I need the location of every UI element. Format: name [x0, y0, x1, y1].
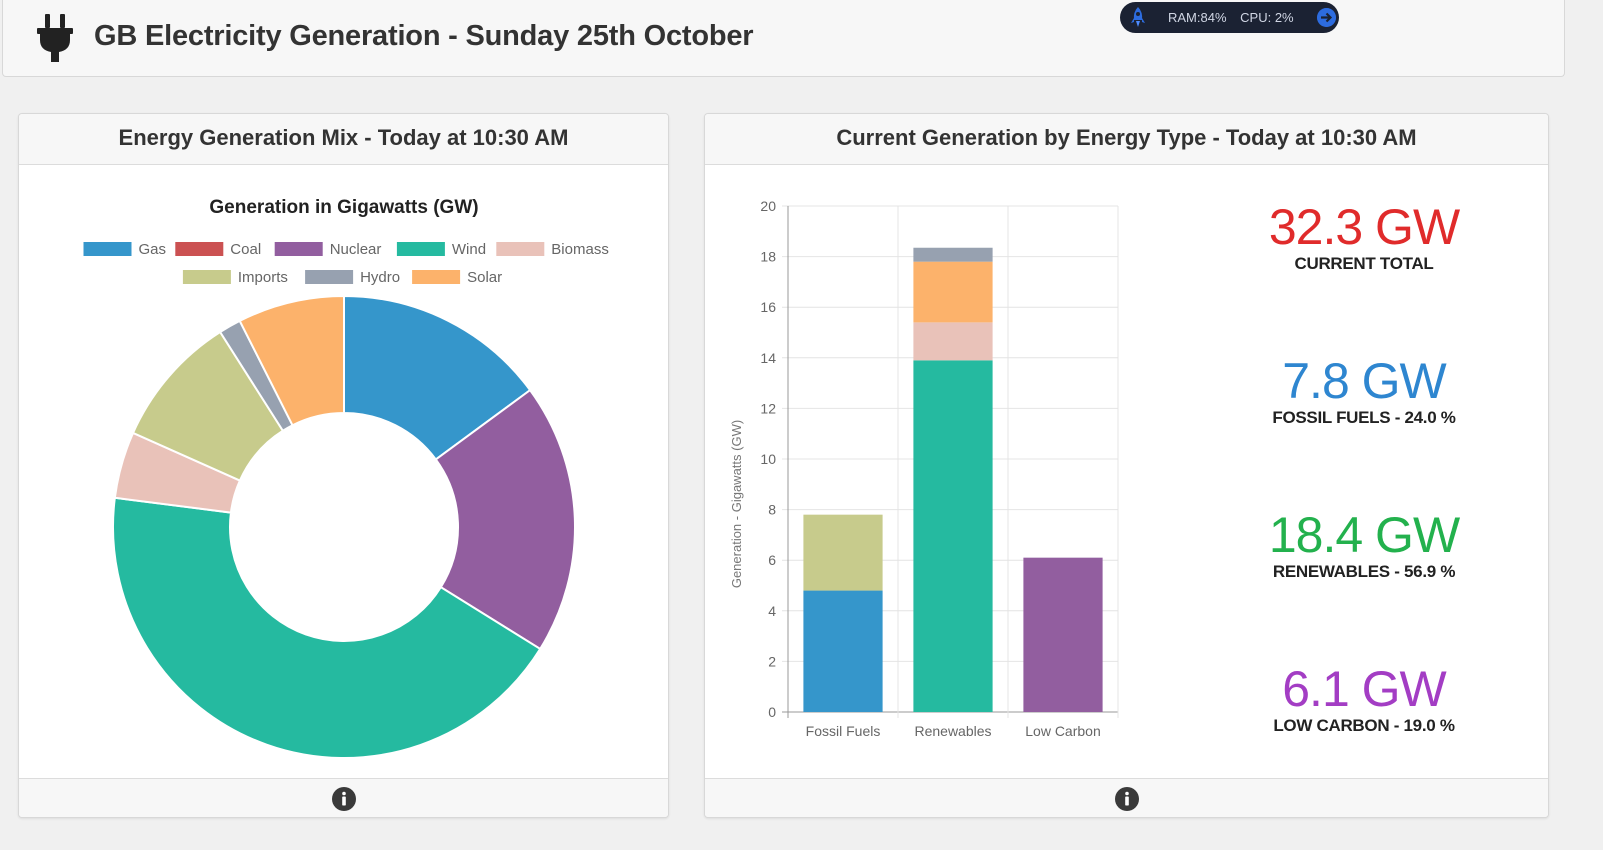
legend-swatch — [274, 242, 323, 256]
bar-segment-wind[interactable] — [913, 360, 993, 712]
legend-swatch — [182, 270, 231, 284]
legend-item-biomass[interactable]: Biomass — [496, 241, 609, 258]
y-tick-label: 14 — [760, 350, 776, 366]
legend-swatch — [496, 242, 545, 256]
donut-slice-nuclear[interactable] — [434, 388, 576, 651]
legend-label: Coal — [230, 241, 261, 258]
info-icon[interactable] — [1114, 787, 1139, 811]
plug-icon — [37, 14, 73, 62]
y-axis-title: Generation - Gigawatts (GW) — [729, 420, 744, 588]
bar-segment-solar[interactable] — [913, 261, 993, 323]
donut-slice-solar[interactable] — [238, 294, 345, 427]
stat-label: RENEWABLES - 56.9 % — [1272, 562, 1456, 581]
legend-item-gas[interactable]: Gas — [83, 241, 167, 258]
panel-title-type: Current Generation by Energy Type - Toda… — [705, 114, 1548, 165]
generation-mix-chart: Generation in Gigawatts (GW) Gas Coal Nucl… — [83, 197, 609, 759]
legend-item-hydro[interactable]: Hydro — [305, 269, 400, 286]
y-tick-label: 10 — [760, 451, 776, 467]
y-tick-label: 16 — [760, 299, 776, 315]
cpu-usage: CPU: 2% — [1240, 10, 1294, 25]
generation-mix-panel: Energy Generation Mix - Today at 10:30 A… — [18, 113, 669, 818]
energy-type-panel: Current Generation by Energy Type - Toda… — [704, 113, 1549, 818]
system-monitor: RAM:84% CPU: 2% — [1120, 2, 1339, 33]
legend-item-imports[interactable]: Imports — [182, 269, 288, 286]
stat-current-total: 32.3 GW CURRENT TOTAL — [1214, 200, 1514, 274]
stat-value: 32.3 GW — [1268, 199, 1460, 255]
legend-item-nuclear[interactable]: Nuclear — [274, 241, 382, 258]
bar-segment-biomass[interactable] — [913, 322, 993, 361]
y-tick-label: 18 — [760, 249, 776, 265]
x-tick-label: Fossil Fuels — [806, 723, 881, 739]
ram-usage: RAM:84% — [1168, 10, 1227, 25]
legend-label: Solar — [467, 269, 502, 286]
y-tick-label: 0 — [768, 704, 776, 720]
y-tick-label: 20 — [760, 198, 776, 214]
stat-value: 7.8 GW — [1282, 353, 1446, 409]
stat-label: FOSSIL FUELS - 24.0 % — [1272, 408, 1456, 427]
y-tick-label: 4 — [768, 603, 776, 619]
stat-low-carbon: 6.1 GW LOW CARBON - 19.0 % — [1214, 662, 1514, 736]
y-tick-label: 6 — [768, 552, 776, 568]
panel-footer — [705, 778, 1548, 817]
energy-type-chart: 0 2 4 6 8 10 12 14 16 18 20 Fossil Fuels Renewables L… — [729, 198, 1119, 739]
x-tick-label: Renewables — [914, 723, 991, 739]
panel-title-mix: Energy Generation Mix - Today at 10:30 A… — [19, 114, 668, 165]
stat-label: LOW CARBON - 19.0 % — [1273, 716, 1455, 735]
bar-segment-nuclear[interactable] — [1023, 557, 1103, 712]
legend-item-solar[interactable]: Solar — [412, 269, 502, 286]
x-tick-label: Low Carbon — [1025, 723, 1101, 739]
stat-renewables: 18.4 GW RENEWABLES - 56.9 % — [1214, 508, 1514, 582]
page-title: GB Electricity Generation - Sunday 25th … — [94, 20, 754, 52]
legend-swatch — [83, 242, 132, 256]
bar-segment-gas[interactable] — [803, 590, 883, 712]
rocket-icon — [1131, 7, 1145, 27]
legend-swatch — [305, 270, 354, 284]
bar-segment-hydro[interactable] — [913, 247, 993, 262]
stat-value: 6.1 GW — [1282, 661, 1446, 717]
bar-segment-imports[interactable] — [803, 514, 883, 591]
legend-label: Imports — [238, 269, 288, 286]
legend-swatch — [412, 270, 461, 284]
stat-fossil-fuels: 7.8 GW FOSSIL FUELS - 24.0 % — [1214, 354, 1514, 428]
donut-slice-gas[interactable] — [343, 294, 532, 461]
legend-swatch — [175, 242, 224, 256]
chart-title: Generation in Gigawatts (GW) — [209, 197, 478, 218]
arrow-right-icon[interactable] — [1317, 8, 1336, 27]
legend-label: Nuclear — [330, 241, 382, 258]
legend-label: Wind — [452, 241, 486, 258]
legend-label: Hydro — [360, 269, 400, 286]
y-tick-label: 12 — [760, 400, 776, 416]
legend-label: Biomass — [551, 241, 609, 258]
legend-label: Gas — [139, 241, 167, 258]
stat-label: CURRENT TOTAL — [1294, 254, 1434, 273]
stat-value: 18.4 GW — [1268, 507, 1460, 563]
legend-item-wind[interactable]: Wind — [396, 241, 486, 258]
y-tick-label: 2 — [768, 653, 776, 669]
panel-footer — [19, 778, 668, 817]
legend-swatch — [396, 242, 445, 256]
y-tick-label: 8 — [768, 502, 776, 518]
donut-slice-wind[interactable] — [112, 496, 542, 759]
info-icon[interactable] — [331, 787, 356, 811]
legend-item-coal[interactable]: Coal — [175, 241, 261, 258]
